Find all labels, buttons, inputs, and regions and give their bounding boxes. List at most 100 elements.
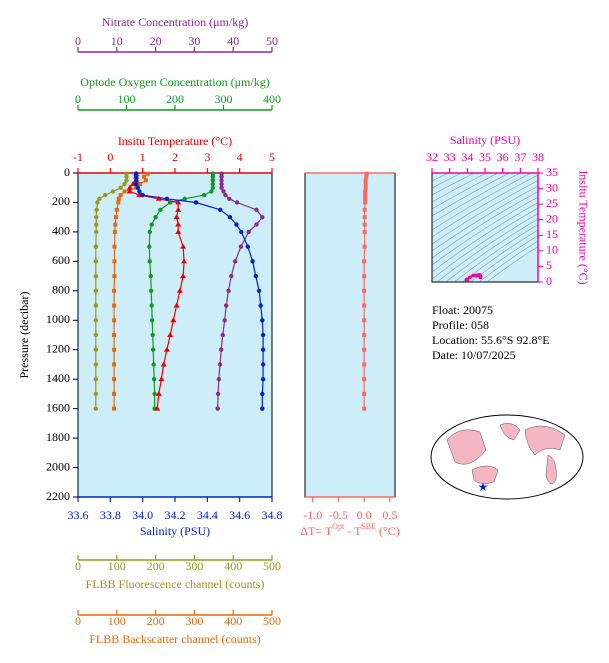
data-point <box>173 302 180 308</box>
data-point <box>201 192 207 198</box>
data-point <box>362 377 367 382</box>
tick-label: 400 <box>263 92 281 106</box>
data-point <box>155 390 162 396</box>
continent <box>446 429 487 465</box>
y-tick-label: 200 <box>52 194 70 208</box>
float-info: Location: 55.6°S 92.8°E <box>432 333 550 347</box>
density-contour <box>432 185 538 252</box>
data-point <box>114 207 119 212</box>
ts-point <box>468 275 472 280</box>
tick-label: 5 <box>269 150 275 164</box>
data-point <box>114 215 119 220</box>
data-point <box>93 273 99 279</box>
data-point <box>362 244 367 249</box>
data-point <box>210 178 216 183</box>
tick-label: 35 <box>479 150 491 164</box>
ts-point <box>471 273 475 278</box>
data-point <box>362 347 367 352</box>
data-point <box>210 174 216 179</box>
data-point <box>138 182 143 187</box>
data-point <box>147 259 152 264</box>
data-point <box>118 185 123 190</box>
density-contour <box>432 173 449 182</box>
y-axis-title: Pressure (decibar) <box>17 292 31 379</box>
density-contour <box>462 229 538 282</box>
data-point <box>209 189 214 194</box>
data-point <box>210 185 216 190</box>
data-point <box>175 206 182 212</box>
tick-label: 50 <box>266 34 278 48</box>
data-point <box>363 193 368 198</box>
tick-label: 34.0 <box>132 508 153 522</box>
data-point <box>112 303 117 308</box>
data-point <box>362 318 367 323</box>
tick-label: 100 <box>108 559 126 573</box>
tick-label: 0.0 <box>357 508 372 522</box>
tick-label: 300 <box>215 92 233 106</box>
data-point <box>260 347 266 352</box>
data-point <box>124 178 129 183</box>
data-point <box>362 207 367 212</box>
data-point <box>364 171 369 176</box>
y-tick-label: 1800 <box>46 430 70 444</box>
data-point <box>260 318 265 323</box>
data-point <box>160 361 167 367</box>
tick-label: 3 <box>204 150 210 164</box>
density-contour <box>432 173 475 196</box>
data-point <box>152 391 157 397</box>
data-point <box>180 273 187 279</box>
data-point <box>143 178 148 183</box>
data-point <box>112 406 117 411</box>
data-point <box>93 347 99 352</box>
tick-label: 20 <box>150 34 162 48</box>
data-point <box>362 215 367 220</box>
x-axis-title: Salinity (PSU) <box>450 133 520 147</box>
data-point <box>260 332 266 338</box>
tick-label: 30 <box>188 34 200 48</box>
data-point <box>260 376 266 382</box>
float-info: Profile: 058 <box>432 318 489 332</box>
data-point <box>93 303 99 308</box>
tick-label: 100 <box>118 92 136 106</box>
data-point <box>148 273 153 279</box>
tick-label: 33.8 <box>100 508 121 522</box>
data-point <box>135 185 141 190</box>
data-point <box>227 214 233 220</box>
data-point <box>175 228 182 234</box>
data-point <box>250 259 255 264</box>
data-point <box>112 362 117 367</box>
continent <box>524 425 566 456</box>
density-contour <box>486 246 538 282</box>
data-point <box>260 362 266 367</box>
data-point <box>222 318 227 323</box>
data-point <box>93 362 99 367</box>
y-tick-label: 600 <box>52 253 70 267</box>
data-point <box>216 376 222 382</box>
tick-label: 36 <box>497 150 509 164</box>
density-contour <box>432 173 532 231</box>
density-contour <box>432 173 510 217</box>
tick-label: 200 <box>166 92 184 106</box>
data-point <box>102 192 108 198</box>
data-point <box>112 318 117 323</box>
data-point <box>141 174 146 179</box>
tick-label: 34.8 <box>262 508 283 522</box>
density-contour <box>432 191 538 259</box>
continent <box>471 465 499 484</box>
data-point <box>110 189 116 194</box>
data-point <box>94 222 99 227</box>
data-point <box>164 196 170 201</box>
data-point <box>173 214 180 220</box>
y-axis-title: Insitu Temperature (°C) <box>576 170 590 284</box>
y-tick-label: 0 <box>64 165 70 179</box>
data-point <box>94 229 99 235</box>
x-axis-title-part: ΔT= T <box>300 524 333 538</box>
axis-title: FLBB Fluorescence channel (counts) <box>86 577 265 591</box>
tick-label: -1.0 <box>303 508 322 522</box>
tick-label: 30 <box>546 180 558 194</box>
density-contour <box>432 173 487 203</box>
data-point <box>93 332 99 338</box>
data-point <box>221 189 226 194</box>
data-point <box>364 174 369 179</box>
data-point <box>116 196 121 201</box>
